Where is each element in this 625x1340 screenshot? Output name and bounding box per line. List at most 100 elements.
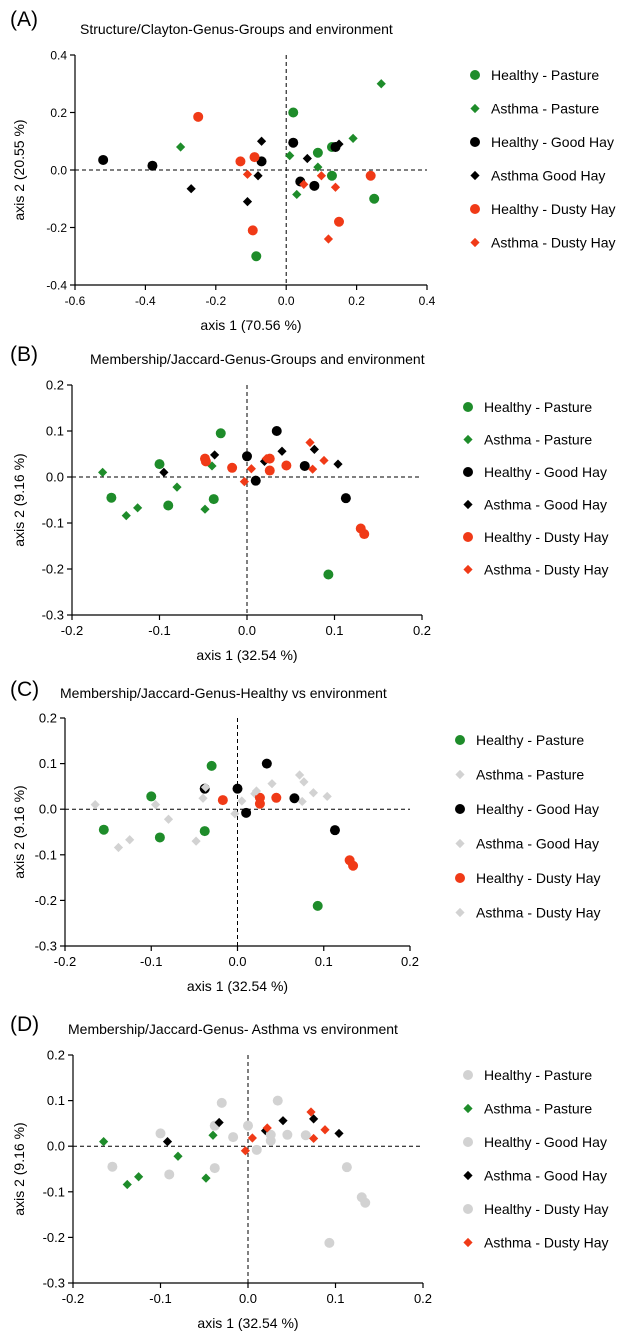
legend-label: Healthy - Good Hay [484, 1134, 607, 1150]
data-point [242, 197, 253, 207]
data-point [312, 900, 323, 911]
legend-label: Asthma - Pasture [484, 1101, 592, 1117]
data-point [341, 1162, 352, 1173]
x-tick-label: -0.1 [140, 954, 162, 969]
data-point [250, 475, 261, 486]
data-point [243, 1120, 253, 1131]
legend-label: Asthma - Pasture [476, 767, 584, 783]
data-point [329, 825, 340, 836]
scatter-plot-b: -0.2 -0.1 0.0 0.1 0.2-0.3-0.2-0.10.00.10.2ax… [11, 378, 608, 664]
scatter-plot-a: -0.6 -0.4 -0.2 0.0 0.2 0.4-0.4-0.20.00.20.4ax… [11, 49, 615, 334]
data-point [154, 832, 165, 843]
legend-marker [463, 499, 473, 510]
y-tick-label: -0.1 [35, 847, 57, 862]
data-point [292, 189, 302, 200]
data-point [256, 136, 267, 146]
legend-label: Asthma - Pasture [491, 101, 599, 117]
y-tick-label: 0.1 [47, 1093, 65, 1108]
legend-marker [470, 70, 480, 80]
data-point [150, 800, 161, 810]
x-tick-label: -0.4 [135, 294, 156, 308]
y-tick-label: -0.2 [43, 1230, 65, 1245]
data-point [262, 1123, 272, 1133]
x-axis-label: axis 1 (32.54 %) [197, 1315, 298, 1331]
x-tick-label: 0.2 [348, 294, 365, 308]
data-point [121, 511, 131, 521]
legend-marker [463, 1103, 473, 1114]
data-point [312, 147, 323, 158]
data-point [90, 800, 100, 810]
data-point [113, 842, 124, 853]
legend-marker [455, 769, 465, 780]
data-point [242, 169, 253, 179]
y-tick-label: 0.2 [50, 106, 67, 120]
data-point [254, 798, 265, 809]
data-point [265, 1135, 276, 1146]
scatter-plot-c: -0.2 -0.1 0.0 0.1 0.2-0.3-0.2-0.10.00.10.2ax… [11, 711, 600, 995]
legend-marker [463, 1170, 473, 1181]
data-point [208, 1130, 218, 1140]
data-point [348, 133, 358, 143]
x-tick-label: 0.1 [325, 623, 343, 638]
y-tick-label: 0.2 [47, 1048, 65, 1063]
data-point [206, 760, 217, 771]
data-point [300, 1130, 311, 1141]
chart-title: Membership/Jaccard-Genus-Groups and envi… [90, 351, 425, 367]
legend-marker [463, 1070, 473, 1080]
data-point [365, 170, 376, 181]
x-tick-label: -0.2 [61, 623, 83, 638]
legend-marker [463, 1204, 473, 1214]
data-point [200, 782, 211, 792]
data-point [146, 791, 157, 802]
data-point [272, 1095, 283, 1106]
data-point [369, 193, 380, 204]
data-point [247, 1133, 257, 1143]
data-point [308, 464, 318, 474]
data-point [281, 460, 292, 471]
legend-label: Healthy - Good Hay [484, 464, 607, 480]
legend-label: Healthy - Pasture [484, 399, 592, 415]
legend-marker [455, 838, 465, 849]
data-point [172, 482, 182, 492]
x-tick-label: -0.2 [62, 1291, 84, 1306]
x-axis-label: axis 1 (32.54 %) [187, 978, 288, 994]
data-point [316, 171, 326, 181]
data-point [217, 795, 228, 806]
legend-label: Asthma - Dusty Hay [491, 235, 615, 251]
data-point [288, 107, 299, 118]
y-axis-label: axis 2 (9.16 %) [11, 785, 27, 878]
x-tick-label: -0.6 [65, 294, 86, 308]
x-tick-label: 0.1 [315, 954, 333, 969]
legend-marker [470, 137, 480, 147]
data-point [106, 492, 117, 503]
data-point [164, 1169, 175, 1180]
x-tick-label: -0.2 [205, 294, 226, 308]
y-tick-label: 0.4 [50, 49, 67, 63]
x-tick-label: 0.2 [414, 1291, 432, 1306]
panel-label: (D) [10, 1013, 40, 1036]
data-point [191, 836, 201, 846]
y-tick-label: -0.3 [43, 1276, 65, 1291]
data-point [210, 450, 220, 460]
chart-title: Structure/Clayton-Genus-Groups and envir… [80, 21, 393, 37]
legend-label: Healthy - Pasture [476, 732, 584, 748]
data-point [334, 139, 344, 149]
data-point [155, 1128, 166, 1139]
data-point [98, 154, 109, 165]
data-point [173, 1151, 183, 1161]
data-point [247, 225, 258, 236]
data-point [313, 162, 323, 172]
legend-marker [463, 1237, 473, 1248]
x-axis-label: axis 1 (32.54 %) [196, 647, 297, 663]
data-point [162, 1137, 173, 1147]
x-tick-label: 0.2 [413, 623, 431, 638]
y-tick-label: 0.0 [39, 802, 57, 817]
panel-b: (B) Membership/Jaccard-Genus-Groups and … [0, 335, 625, 670]
y-tick-label: 0.1 [46, 424, 64, 439]
data-point [99, 1137, 109, 1147]
data-point [333, 459, 343, 469]
data-point [309, 180, 320, 191]
data-point [237, 796, 247, 806]
y-tick-label: -0.3 [35, 939, 57, 954]
data-point [309, 1114, 319, 1124]
